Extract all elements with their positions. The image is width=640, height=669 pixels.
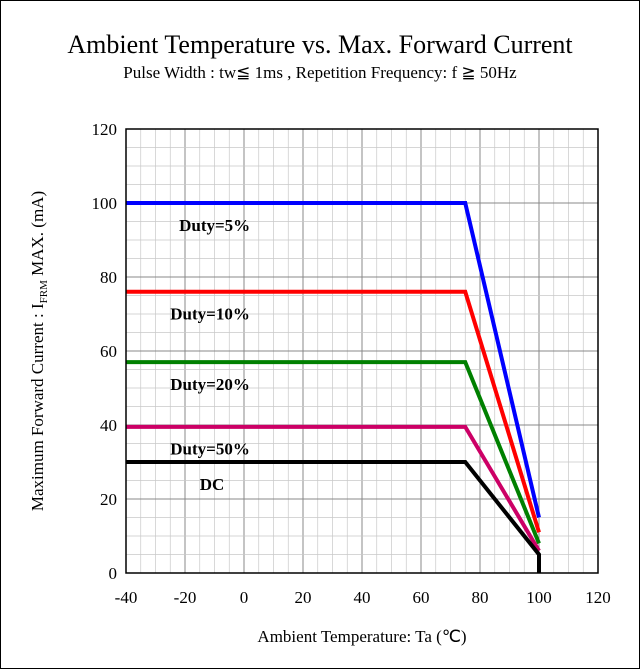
x-tick-label: 60 [413, 588, 430, 607]
series-label: Duty=20% [170, 375, 250, 394]
x-tick-label: 40 [354, 588, 371, 607]
y-tick-label: 20 [100, 490, 117, 509]
series-line [126, 460, 541, 573]
chart-title: Ambient Temperature vs. Max. Forward Cur… [67, 30, 573, 59]
series-line [126, 201, 541, 518]
plot-border [125, 128, 599, 574]
grid [125, 128, 599, 574]
y-axis-label-unit: MAX. (mA) [28, 191, 47, 280]
tick-labels: -40 -20 0 20 40 60 80 100 120 0 20 40 60 80 100 120 [92, 120, 611, 607]
x-tick-label: 20 [295, 588, 312, 607]
y-tick-label: 0 [109, 564, 118, 583]
x-tick-label: 120 [585, 588, 611, 607]
x-tick-label: 100 [526, 588, 552, 607]
x-axis-label: Ambient Temperature: Ta (℃) [257, 627, 466, 646]
x-tick-label: -20 [174, 588, 197, 607]
series-lines [126, 201, 541, 573]
series-line [126, 424, 541, 552]
x-tick-label: -40 [115, 588, 138, 607]
series-label: DC [200, 475, 225, 494]
series-label: Duty=50% [170, 440, 250, 459]
y-tick-label: 120 [92, 120, 118, 139]
x-tick-label: 80 [472, 588, 489, 607]
y-tick-label: 40 [100, 416, 117, 435]
series-label: Duty=5% [179, 216, 250, 235]
y-tick-label: 60 [100, 342, 117, 361]
x-tick-label: 0 [240, 588, 249, 607]
chart-subtitle: Pulse Width : tw≦ 1ms , Repetition Frequ… [123, 63, 517, 82]
series-label: Duty=10% [170, 305, 250, 324]
series-labels: Duty=5% Duty=10% Duty=20% Duty=50% DC [170, 216, 250, 494]
y-tick-label: 100 [92, 194, 118, 213]
y-axis-label-main: Maximum Forward Current : I [28, 303, 47, 511]
y-tick-label: 80 [100, 268, 117, 287]
y-axis-label: Maximum Forward Current : IFRM MAX. (mA) [28, 191, 50, 511]
series-line [126, 360, 541, 545]
series-line [126, 289, 541, 533]
y-axis-label-subscript: FRM [38, 280, 50, 303]
